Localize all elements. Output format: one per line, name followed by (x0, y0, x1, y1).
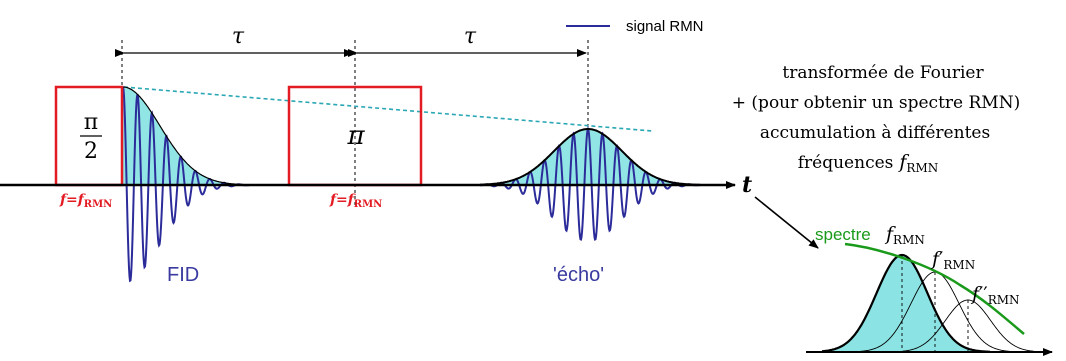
legend-label: signal RMN (626, 18, 704, 35)
pulse-1-numerator: π (84, 110, 98, 135)
spectrum-peak-2-label: f′RMN (930, 248, 975, 272)
note-line-1: transformée de Fourier (782, 63, 984, 83)
pulse-2-symbol: π (346, 121, 365, 151)
fid-label: FID (167, 264, 199, 286)
tau-label-2: τ (464, 24, 477, 49)
pulse-2-frequency: f=fRMN (329, 192, 382, 210)
spectrum-curve (844, 242, 1025, 335)
decay-envelope-line (123, 86, 653, 132)
spectrum-main-peak (821, 253, 991, 353)
spectrum-peak-3-label: f′′RMN (970, 283, 1020, 307)
spectrum-arrow (754, 196, 819, 249)
time-axis-label: t (742, 172, 752, 198)
fid-envelope-fill (123, 87, 250, 185)
note-line-3: accumulation à différentes (760, 123, 990, 143)
note-line-2: + (pour obtenir un spectre RMN) (732, 93, 1020, 113)
fid-envelope (123, 86, 250, 186)
note-line-4: fréquences fRMN (798, 151, 939, 175)
pulse-1-frequency: f=fRMN (59, 192, 112, 210)
spectrum-label: spectre (815, 225, 871, 244)
echo-envelope (480, 128, 701, 186)
pulse-1-denominator: 2 (84, 139, 98, 164)
tau-label-1: τ (232, 24, 245, 49)
spectrum-peak-1-label: fRMN (884, 223, 925, 247)
echo-label: 'écho' (553, 264, 604, 286)
spectrum-peak-3 (895, 299, 1045, 353)
spectrum-main-peak-fill (822, 255, 990, 352)
fourier-note: transformée de Fourier + (pour obtenir u… (732, 63, 1020, 175)
